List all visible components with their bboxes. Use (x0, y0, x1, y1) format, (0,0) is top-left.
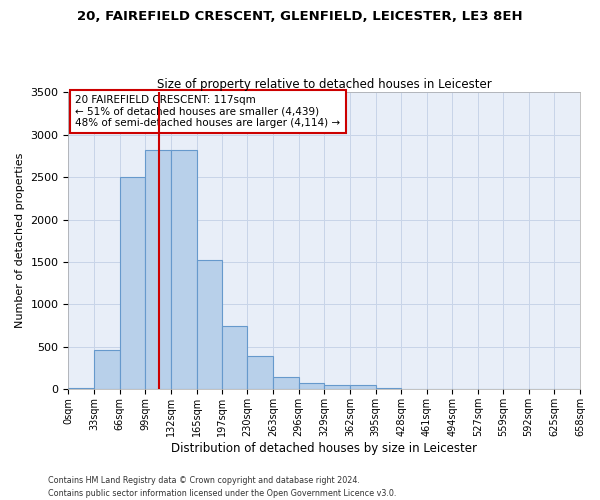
Bar (376, 388, 401, 390)
Bar (221, 326, 247, 390)
Text: Contains HM Land Registry data © Crown copyright and database right 2024.
Contai: Contains HM Land Registry data © Crown c… (48, 476, 397, 498)
Bar (350, 384, 376, 390)
Bar (171, 150, 197, 390)
Bar (145, 150, 171, 390)
Bar (120, 177, 145, 390)
Text: 20 FAIREFIELD CRESCENT: 117sqm
← 51% of detached houses are smaller (4,439)
48% : 20 FAIREFIELD CRESCENT: 117sqm ← 51% of … (76, 95, 340, 128)
Bar (197, 260, 221, 390)
Bar (68, 388, 94, 390)
Bar (324, 384, 350, 390)
Y-axis label: Number of detached properties: Number of detached properties (15, 153, 25, 328)
Bar (247, 356, 273, 390)
Bar (299, 382, 324, 390)
Bar (94, 350, 120, 390)
Bar (273, 378, 299, 390)
Title: Size of property relative to detached houses in Leicester: Size of property relative to detached ho… (157, 78, 491, 91)
X-axis label: Distribution of detached houses by size in Leicester: Distribution of detached houses by size … (171, 442, 477, 455)
Text: 20, FAIREFIELD CRESCENT, GLENFIELD, LEICESTER, LE3 8EH: 20, FAIREFIELD CRESCENT, GLENFIELD, LEIC… (77, 10, 523, 23)
